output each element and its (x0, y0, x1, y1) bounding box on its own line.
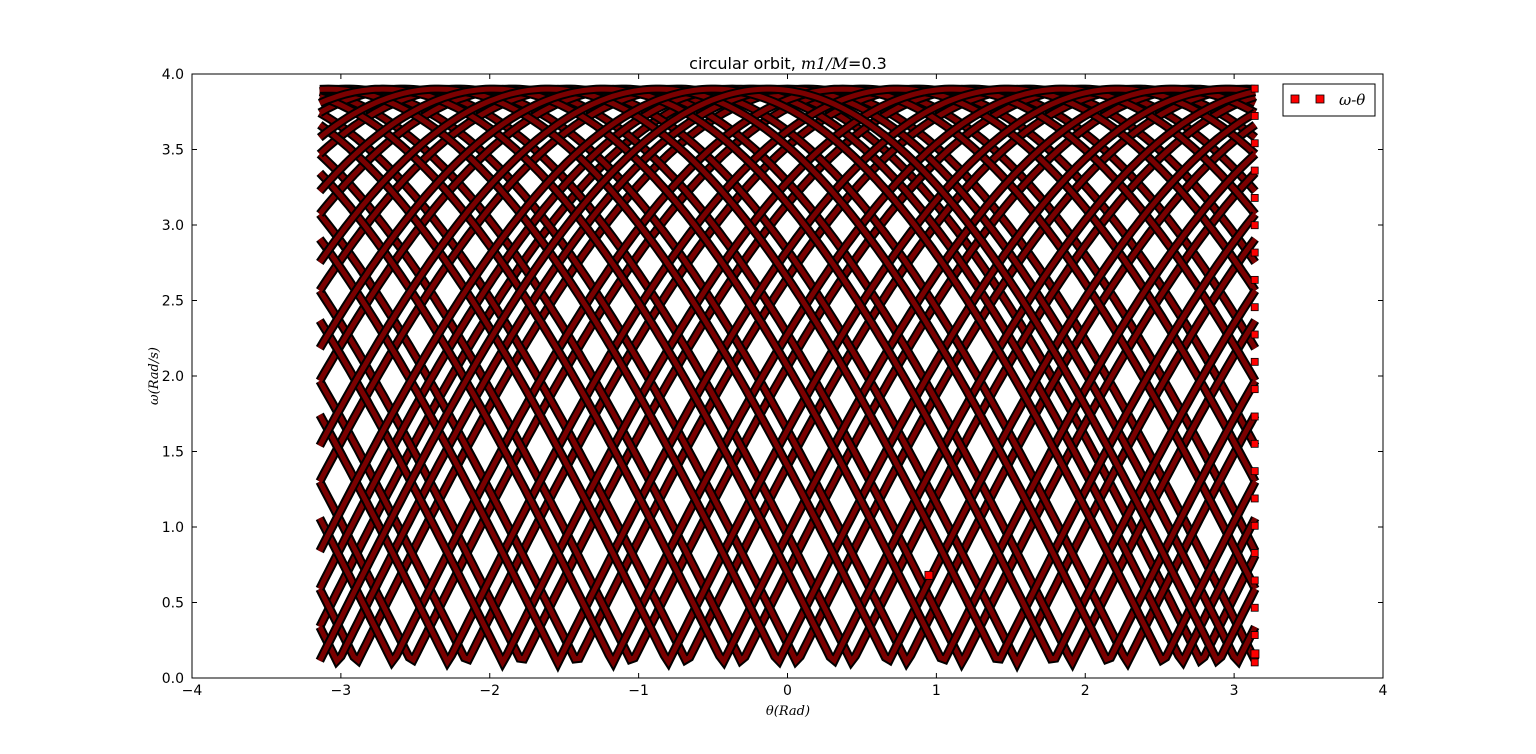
x-tick-label: −1 (628, 683, 649, 699)
omega-theta-band (317, 86, 1258, 662)
edge-point-marker (1250, 439, 1259, 448)
x-tick-label: −3 (331, 683, 352, 699)
edge-point-marker (1250, 357, 1259, 366)
title-suffix: =0.3 (848, 54, 887, 73)
edge-point-marker (1250, 166, 1259, 175)
title-math: m1/M (801, 54, 849, 73)
y-tick-label: 0.0 (162, 671, 184, 687)
omega-theta-band (319, 86, 1256, 666)
edge-point-marker (1250, 221, 1259, 230)
y-tick-label: 4.0 (162, 67, 184, 83)
edge-point-marker (1250, 658, 1259, 667)
x-tick-label: 1 (932, 683, 941, 699)
legend-marker-2 (1315, 94, 1325, 104)
omega-theta-band (317, 86, 1257, 663)
edge-point-marker (1250, 549, 1259, 558)
edge-point-marker (1250, 494, 1259, 503)
edge-point-marker (1250, 603, 1259, 612)
x-tick-label: 2 (1081, 683, 1090, 699)
omega-theta-band (318, 86, 1257, 667)
edge-point-marker (1250, 576, 1259, 585)
omega-theta-band (317, 86, 1258, 669)
edge-point-marker (1250, 139, 1259, 148)
y-tick-label: 0.5 (162, 596, 184, 612)
x-tick-label: 0 (783, 683, 792, 699)
y-tick-label: 1.0 (162, 520, 184, 536)
title-prefix: circular orbit, (689, 54, 801, 73)
omega-theta-band (317, 86, 1258, 664)
x-tick-label: −2 (479, 683, 500, 699)
y-tick-label: 3.0 (162, 218, 184, 234)
edge-point-marker (1250, 467, 1259, 476)
chart-title: circular orbit, m1/M=0.3 (689, 54, 887, 73)
y-axis-label: ω(Rad/s) (147, 347, 162, 405)
edge-point-marker (1250, 412, 1259, 421)
x-tick-label: −4 (182, 683, 203, 699)
edge-point-marker (1250, 521, 1259, 530)
y-tick-label: 3.5 (162, 143, 184, 159)
omega-theta-band (317, 86, 1258, 668)
omega-theta-band (317, 86, 1258, 663)
x-tick-label: 3 (1230, 683, 1239, 699)
legend-marker-1 (1290, 94, 1300, 104)
legend: ω-θ (1282, 83, 1376, 117)
edge-point-marker (1250, 303, 1259, 312)
edge-point-marker (1250, 193, 1259, 202)
omega-theta-band (317, 86, 1258, 665)
edge-point-marker (1250, 84, 1259, 93)
y-tick-label: 1.5 (162, 445, 184, 461)
legend-label: ω-θ (1339, 91, 1365, 109)
data-point-marker (1250, 649, 1260, 659)
y-tick-label: 2.5 (162, 294, 184, 310)
omega-theta-band (318, 86, 1256, 665)
data-point-marker (924, 570, 934, 580)
omega-theta-band (319, 86, 1257, 667)
edge-point-marker (1250, 275, 1259, 284)
edge-point-marker (1250, 631, 1259, 639)
edge-point-marker (1250, 385, 1259, 394)
x-axis: −4 −3 −2 −1 0 1 2 3 4 (182, 74, 1388, 699)
edge-point-marker (1250, 248, 1259, 257)
x-axis-label: θ(Rad) (766, 704, 810, 719)
data-layer (315, 84, 1260, 673)
edge-point-marker (1250, 330, 1259, 339)
y-tick-label: 2.0 (162, 369, 184, 385)
y-axis: 0.0 0.5 1.0 1.5 2.0 2.5 3.0 3.5 4.0 (162, 67, 1383, 687)
edge-point-marker (1250, 112, 1259, 120)
x-tick-label: 4 (1379, 683, 1388, 699)
omega-theta-band (317, 86, 1258, 662)
